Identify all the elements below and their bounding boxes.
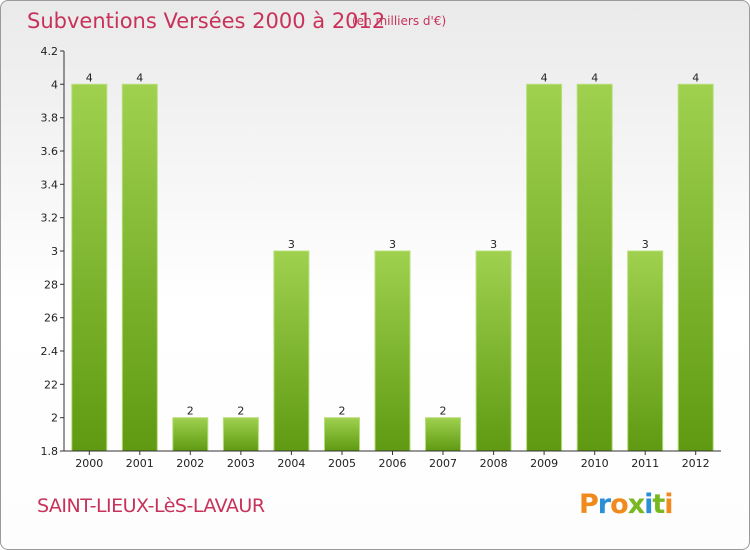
- y-tick-label: 2: [51, 412, 58, 425]
- chart-title: Subventions Versées 2000 à 2012: [27, 9, 386, 33]
- bar-2004: [273, 250, 310, 452]
- x-tick-label-2009: 2009: [530, 457, 558, 470]
- data-label-2006: 3: [389, 238, 396, 251]
- y-tick-label: 1.8: [41, 445, 59, 458]
- x-tick-label-2012: 2012: [682, 457, 710, 470]
- data-label-2003: 2: [237, 405, 244, 418]
- x-tick-label-2001: 2001: [126, 457, 154, 470]
- data-label-2011: 3: [642, 238, 649, 251]
- bar-2007: [425, 417, 461, 452]
- x-tick-label-2000: 2000: [75, 457, 103, 470]
- data-label-2004: 3: [288, 238, 295, 251]
- bar-2002: [172, 417, 209, 452]
- bar-2003: [222, 417, 259, 452]
- x-tick-label-2006: 2006: [379, 457, 407, 470]
- bar-2012: [677, 83, 714, 452]
- y-tick-label: 22: [44, 378, 58, 391]
- y-tick-label: 3.8: [41, 112, 59, 125]
- data-label-2010: 4: [591, 71, 598, 84]
- proxiti-logo: Proxiti: [579, 489, 674, 520]
- data-labels-group: 4 4 2 2 3 2 3 2 3 4 4 3 4: [86, 71, 699, 417]
- data-label-2005: 2: [339, 405, 346, 418]
- bar-2001: [121, 83, 158, 452]
- bar-2005: [324, 417, 360, 452]
- bars-group: [71, 83, 714, 452]
- data-label-2009: 4: [541, 71, 548, 84]
- axes-group: 2000 2001 2002 2003 2004 2005 2006 2007 2008 2009…: [41, 45, 721, 470]
- bar-2010: [576, 83, 613, 452]
- data-label-2001: 4: [136, 71, 143, 84]
- data-label-2002: 2: [187, 405, 194, 418]
- x-tick-label-2008: 2008: [480, 457, 508, 470]
- data-label-2007: 2: [440, 405, 447, 418]
- x-tick-label-2005: 2005: [328, 457, 356, 470]
- y-tick-label: 3.4: [41, 178, 59, 191]
- bar-2008: [475, 250, 512, 452]
- y-tick-label: 2.4: [41, 345, 59, 358]
- bar-2011: [627, 250, 664, 452]
- data-label-2000: 4: [86, 71, 93, 84]
- x-tick-label-2002: 2002: [176, 457, 204, 470]
- bar-2006: [374, 250, 411, 452]
- y-tick-label: 28: [44, 278, 58, 291]
- x-tick-label-2004: 2004: [277, 457, 305, 470]
- y-tick-label: 26: [44, 312, 58, 325]
- data-label-2012: 4: [692, 71, 699, 84]
- y-tick-label: 3: [51, 245, 58, 258]
- x-tick-label-2010: 2010: [581, 457, 609, 470]
- x-tick-label-2011: 2011: [631, 457, 659, 470]
- y-tick-label: 4: [51, 78, 58, 91]
- x-tick-label-2003: 2003: [227, 457, 255, 470]
- bar-2000: [71, 83, 108, 452]
- y-tick-label: 3.2: [41, 212, 59, 225]
- x-tick-label-2007: 2007: [429, 457, 457, 470]
- bar-2009: [526, 83, 563, 452]
- commune-name: SAINT-LIEUX-LèS-LAVAUR: [37, 495, 265, 517]
- y-tick-label: 3.6: [41, 145, 59, 158]
- y-tick-label: 4.2: [41, 45, 59, 58]
- data-label-2008: 3: [490, 238, 497, 251]
- chart-subtitle: (en milliers d'€): [352, 14, 447, 28]
